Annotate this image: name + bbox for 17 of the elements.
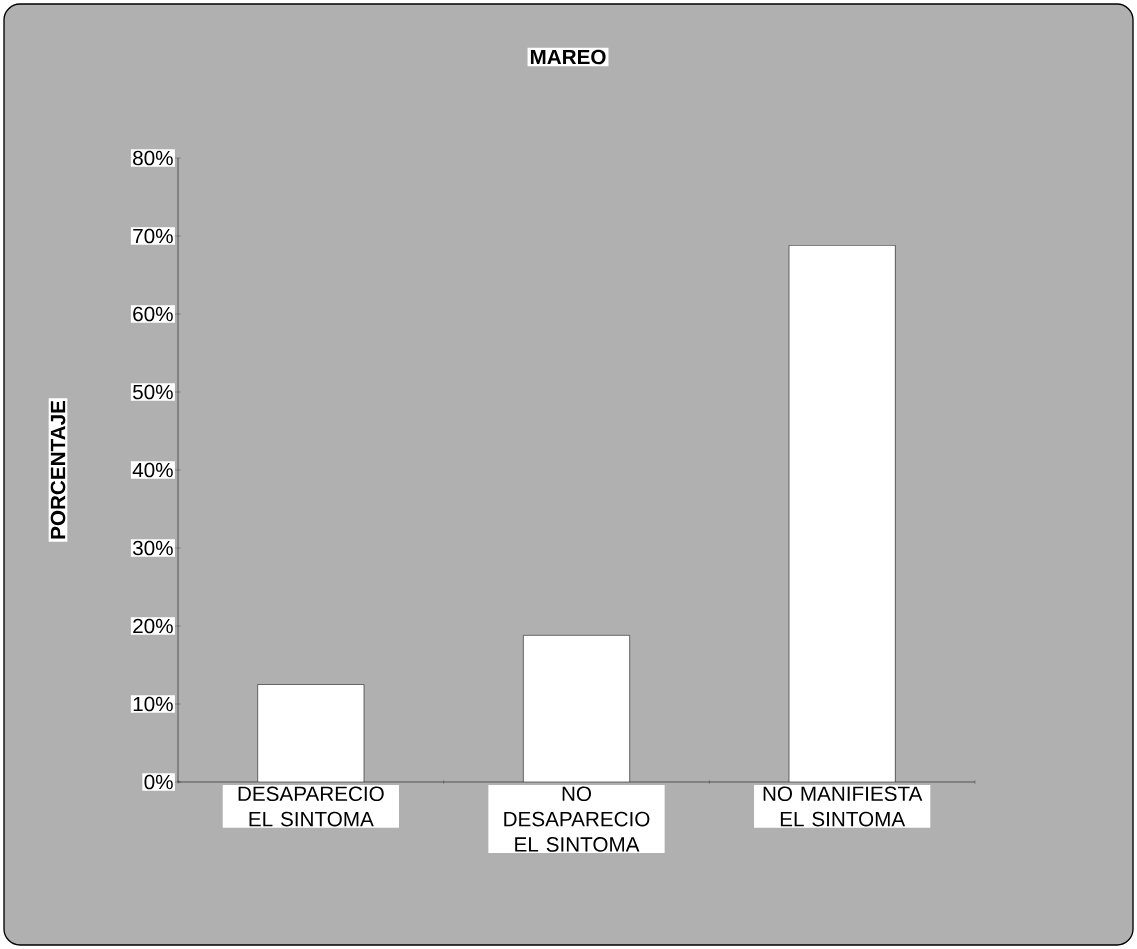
- y-axis-title: PORCENTAJE: [50, 400, 66, 539]
- bar: [788, 245, 896, 782]
- y-tick-label: 80%: [133, 150, 173, 166]
- y-tick-label: 50%: [133, 384, 173, 400]
- bar: [523, 635, 630, 782]
- x-tick-label: NO DESAPARECIO EL SINTOMA: [504, 786, 650, 852]
- y-tick-label: 40%: [132, 462, 173, 478]
- y-tick-label: 10%: [133, 696, 173, 712]
- y-tick-label: 30%: [132, 540, 173, 556]
- chart-title: MAREO: [530, 49, 606, 65]
- y-tick-label: 60%: [133, 306, 173, 322]
- x-tick-label: DESAPARECIO EL SINTOMA: [238, 786, 384, 827]
- y-tick-label: 70%: [133, 228, 173, 244]
- y-tick-label: 20%: [133, 618, 173, 634]
- y-tick-label: 0%: [144, 774, 173, 790]
- x-tick-label: NO MANIFIESTA EL SINTOMA: [763, 786, 923, 827]
- bar: [257, 684, 364, 782]
